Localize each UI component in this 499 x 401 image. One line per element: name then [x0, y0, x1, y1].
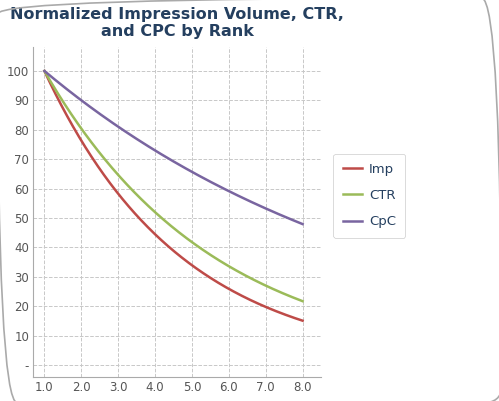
CTR — [299, 299, 305, 304]
CTR — [166, 221, 172, 226]
Imp — [299, 318, 305, 323]
CTR — [293, 296, 299, 301]
Line: CpC: CpC — [44, 71, 302, 224]
Imp — [166, 244, 172, 249]
CTR — [41, 69, 47, 73]
Title: Normalized Impression Volume, CTR,
and CPC by Rank: Normalized Impression Volume, CTR, and C… — [10, 7, 344, 39]
Imp — [195, 267, 201, 272]
CpC — [195, 173, 201, 178]
Imp — [164, 243, 170, 248]
CpC — [166, 156, 172, 161]
CTR — [164, 220, 170, 225]
CpC — [253, 202, 259, 207]
CTR — [195, 244, 201, 249]
CpC — [41, 69, 47, 73]
CTR — [253, 279, 259, 284]
CpC — [181, 165, 187, 170]
Imp — [41, 69, 47, 73]
CpC — [164, 155, 170, 160]
Legend: Imp, CTR, CpC: Imp, CTR, CpC — [333, 154, 405, 238]
Imp — [181, 257, 187, 262]
Imp — [253, 300, 259, 305]
Line: Imp: Imp — [44, 71, 302, 321]
Line: CTR: CTR — [44, 71, 302, 301]
Imp — [293, 316, 299, 321]
CpC — [293, 219, 299, 224]
CpC — [299, 222, 305, 227]
CTR — [181, 234, 187, 239]
